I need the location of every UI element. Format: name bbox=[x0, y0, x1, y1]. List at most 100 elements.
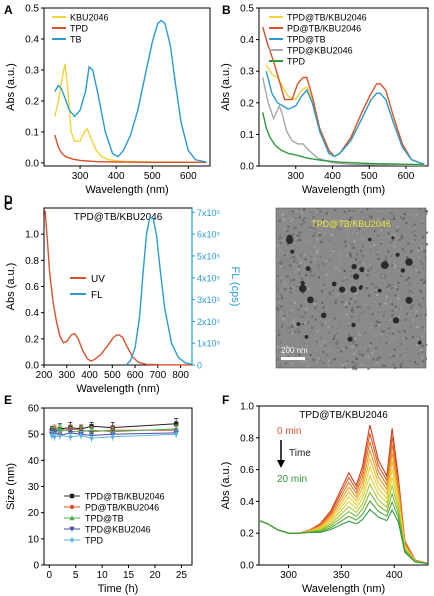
tem-particle bbox=[300, 280, 305, 286]
tem-grain bbox=[303, 344, 306, 347]
tem-grain bbox=[334, 237, 337, 240]
tem-grain bbox=[368, 263, 371, 266]
tem-grain bbox=[397, 262, 400, 265]
tem-grain bbox=[349, 270, 352, 273]
tem-grain bbox=[299, 210, 302, 213]
tem-grain bbox=[354, 331, 357, 334]
tem-grain bbox=[338, 242, 341, 245]
tem-grain bbox=[312, 274, 316, 278]
tem-grain bbox=[355, 258, 358, 261]
tem-grain bbox=[398, 330, 401, 333]
tem-grain bbox=[323, 310, 326, 313]
tem-particle bbox=[353, 273, 360, 280]
chart-title: TPD@TB/KBU2046 bbox=[74, 212, 163, 223]
tem-grain bbox=[350, 315, 353, 318]
tem-grain bbox=[294, 257, 297, 260]
y-tick-label: 0.5 bbox=[25, 4, 39, 15]
tem-grain bbox=[410, 306, 413, 309]
tem-grain bbox=[396, 229, 399, 232]
tem-grain bbox=[413, 226, 416, 229]
tem-grain bbox=[322, 263, 325, 266]
tem-grain bbox=[299, 321, 302, 324]
tem-grain bbox=[290, 362, 293, 365]
tem-grain bbox=[418, 303, 421, 306]
tem-grain bbox=[375, 361, 378, 364]
tem-grain bbox=[285, 345, 288, 348]
tem-grain bbox=[398, 316, 401, 319]
scale-bar-label: 200 nm bbox=[281, 346, 308, 355]
tem-grain bbox=[297, 231, 300, 234]
tem-grain bbox=[294, 226, 297, 229]
panel-letter-d: D bbox=[4, 193, 13, 207]
tem-grain bbox=[336, 293, 339, 296]
tem-grain bbox=[358, 319, 361, 322]
tem-grain bbox=[394, 308, 398, 311]
y-tick-label: 0.8 bbox=[240, 433, 254, 444]
tem-grain bbox=[360, 316, 363, 319]
tem-grain bbox=[293, 321, 296, 324]
tem-grain bbox=[340, 322, 343, 325]
tem-particle bbox=[405, 296, 413, 304]
tem-grain bbox=[389, 223, 392, 226]
tem-grain bbox=[365, 265, 368, 268]
tem-grain bbox=[424, 309, 427, 312]
tem-grain bbox=[277, 329, 280, 332]
tem-grain bbox=[317, 357, 320, 360]
time-arrow-head bbox=[277, 460, 285, 468]
tem-grain bbox=[294, 270, 297, 273]
tem-grain bbox=[392, 355, 395, 358]
tem-grain bbox=[351, 306, 354, 309]
tem-grain bbox=[282, 262, 286, 265]
tem-grain bbox=[294, 351, 297, 354]
tem-grain bbox=[381, 277, 384, 280]
tem-grain bbox=[357, 316, 360, 319]
tem-grain bbox=[318, 311, 321, 314]
tem-grain bbox=[357, 262, 360, 265]
tem-grain bbox=[299, 315, 302, 318]
tem-grain bbox=[297, 238, 300, 241]
tem-grain bbox=[312, 227, 315, 230]
tem-grain bbox=[289, 311, 292, 314]
legend-label: TPD bbox=[70, 24, 89, 34]
tem-grain bbox=[424, 256, 427, 259]
tem-grain bbox=[338, 324, 341, 327]
y2-tick-label: 2x10⁵ bbox=[197, 317, 221, 327]
tem-grain bbox=[327, 325, 330, 328]
tem-grain bbox=[348, 209, 351, 212]
tem-particle bbox=[286, 236, 294, 244]
plot-frame bbox=[43, 7, 211, 167]
tem-grain bbox=[313, 257, 316, 260]
x-tick-label: 10 bbox=[97, 570, 109, 581]
tem-grain bbox=[343, 366, 346, 369]
tem-grain bbox=[413, 229, 416, 232]
tem-grain bbox=[291, 355, 294, 358]
y-tick-label: 0.3 bbox=[240, 67, 254, 78]
tem-grain bbox=[406, 312, 409, 315]
tem-grain bbox=[352, 246, 355, 249]
tem-grain bbox=[288, 331, 291, 334]
tem-grain bbox=[321, 290, 324, 293]
tem-grain bbox=[306, 365, 310, 368]
tem-grain bbox=[418, 246, 421, 249]
tem-grain bbox=[406, 349, 410, 353]
tem-grain bbox=[364, 218, 367, 222]
tem-grain bbox=[381, 364, 385, 367]
tem-grain bbox=[278, 219, 281, 222]
tem-grain bbox=[405, 337, 408, 340]
tem-grain bbox=[348, 302, 351, 305]
y2-tick-label: 7x10⁵ bbox=[197, 208, 221, 218]
tem-grain bbox=[356, 228, 359, 231]
tem-grain bbox=[397, 297, 400, 300]
tem-grain bbox=[349, 231, 352, 234]
tem-grain bbox=[335, 314, 338, 317]
tem-grain bbox=[410, 250, 413, 253]
tem-grain bbox=[358, 350, 361, 353]
tem-grain bbox=[311, 315, 314, 318]
tem-grain bbox=[303, 343, 306, 346]
tem-grain bbox=[353, 352, 356, 355]
x-tick-label: 400 bbox=[108, 171, 125, 182]
tem-grain bbox=[372, 283, 375, 286]
x-tick-label: 350 bbox=[333, 570, 350, 581]
tem-grain bbox=[284, 288, 287, 291]
tem-grain bbox=[293, 286, 296, 289]
